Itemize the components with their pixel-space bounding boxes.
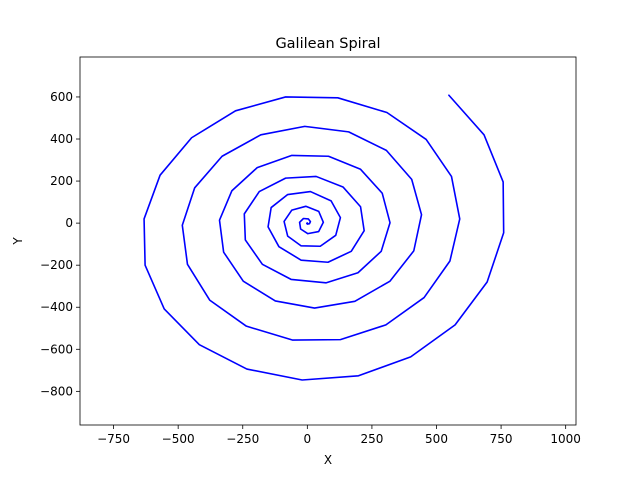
x-axis-label: X: [324, 453, 332, 467]
y-tick-label: −200: [40, 258, 73, 272]
y-tick-label: 0: [65, 216, 73, 230]
y-tick-label: −800: [40, 384, 73, 398]
y-tick-label: 600: [50, 90, 73, 104]
plot-frame: [79, 56, 577, 426]
y-tick-label: 400: [50, 132, 73, 146]
plot-area: [79, 56, 577, 426]
chart-title: Galilean Spiral: [275, 36, 380, 52]
y-axis-label: Y: [11, 237, 25, 246]
x-tick-label: 250: [360, 432, 383, 446]
x-tick-label: −500: [162, 432, 195, 446]
x-tick-label: −250: [226, 432, 259, 446]
y-tick-label: 200: [50, 174, 73, 188]
y-tick-label: −600: [40, 342, 73, 356]
axis-ticks: −750 −500 −250 0 250 500 750 1000 −800 −600 −400 −2…: [40, 90, 581, 446]
spiral-series-line-0: [143, 94, 505, 381]
x-tick-label: 1000: [550, 432, 581, 446]
x-tick-label: 750: [490, 432, 513, 446]
x-tick-label: 0: [304, 432, 312, 446]
x-tick-label: 500: [425, 432, 448, 446]
y-tick-label: −400: [40, 300, 73, 314]
x-tick-label: −750: [97, 432, 130, 446]
